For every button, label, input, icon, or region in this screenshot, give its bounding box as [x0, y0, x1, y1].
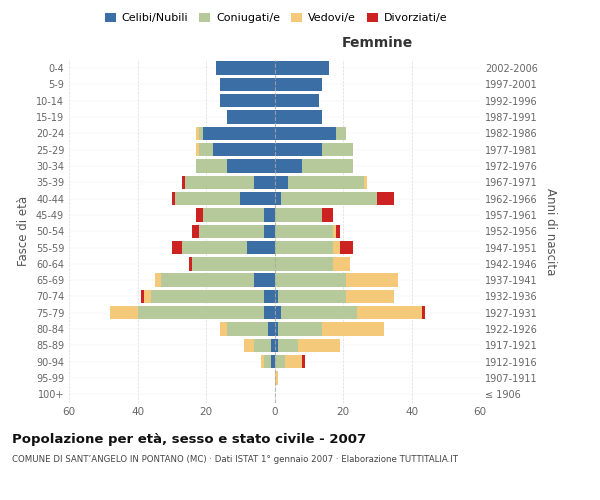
Bar [220, 78, 275, 91]
Bar [336, 126, 346, 140]
Bar [145, 290, 151, 303]
Bar [275, 372, 278, 384]
Bar [155, 274, 161, 287]
Bar [172, 241, 182, 254]
Bar [275, 176, 288, 189]
Bar [264, 208, 275, 222]
Bar [189, 257, 193, 270]
Bar [288, 176, 364, 189]
Bar [227, 322, 268, 336]
Bar [275, 241, 333, 254]
Bar [364, 176, 367, 189]
Bar [275, 94, 319, 108]
Y-axis label: Anni di nascita: Anni di nascita [544, 188, 557, 275]
Bar [175, 192, 240, 205]
Bar [275, 257, 333, 270]
Bar [193, 257, 275, 270]
Bar [278, 290, 346, 303]
Bar [254, 176, 275, 189]
Bar [275, 62, 329, 75]
Bar [275, 160, 302, 172]
Bar [278, 322, 322, 336]
Bar [275, 110, 322, 124]
Bar [275, 224, 333, 238]
Bar [275, 143, 322, 156]
Bar [161, 274, 254, 287]
Bar [275, 192, 281, 205]
Bar [199, 224, 264, 238]
Bar [333, 257, 350, 270]
Bar [346, 290, 394, 303]
Bar [141, 290, 145, 303]
Bar [227, 110, 275, 124]
Bar [377, 192, 394, 205]
Text: Popolazione per età, sesso e stato civile - 2007: Popolazione per età, sesso e stato civil… [12, 432, 366, 446]
Bar [275, 274, 346, 287]
Bar [216, 62, 275, 75]
Bar [298, 338, 340, 352]
Bar [336, 224, 340, 238]
Bar [220, 94, 275, 108]
Bar [302, 160, 353, 172]
Bar [333, 241, 340, 254]
Bar [172, 192, 175, 205]
Bar [247, 241, 275, 254]
Bar [281, 306, 357, 320]
Bar [346, 274, 398, 287]
Bar [268, 322, 275, 336]
Bar [281, 192, 377, 205]
Bar [275, 208, 322, 222]
Bar [264, 290, 275, 303]
Y-axis label: Fasce di età: Fasce di età [17, 196, 30, 266]
Bar [275, 290, 278, 303]
Bar [275, 306, 281, 320]
Bar [196, 208, 203, 222]
Bar [199, 143, 213, 156]
Bar [110, 306, 137, 320]
Bar [275, 78, 322, 91]
Bar [254, 274, 275, 287]
Bar [333, 224, 336, 238]
Bar [264, 224, 275, 238]
Bar [261, 355, 264, 368]
Bar [185, 176, 254, 189]
Text: COMUNE DI SANT’ANGELO IN PONTANO (MC) · Dati ISTAT 1° gennaio 2007 · Elaborazion: COMUNE DI SANT’ANGELO IN PONTANO (MC) · … [12, 455, 458, 464]
Bar [422, 306, 425, 320]
Bar [137, 306, 264, 320]
Bar [322, 322, 384, 336]
Bar [302, 355, 305, 368]
Bar [278, 338, 298, 352]
Bar [275, 322, 278, 336]
Bar [196, 160, 227, 172]
Bar [193, 224, 199, 238]
Bar [285, 355, 302, 368]
Bar [264, 355, 271, 368]
Bar [264, 306, 275, 320]
Bar [271, 338, 275, 352]
Bar [182, 176, 185, 189]
Bar [271, 355, 275, 368]
Text: Femmine: Femmine [341, 36, 413, 50]
Bar [203, 126, 275, 140]
Bar [199, 126, 203, 140]
Bar [196, 126, 199, 140]
Bar [322, 143, 353, 156]
Bar [182, 241, 247, 254]
Bar [275, 355, 285, 368]
Bar [340, 241, 353, 254]
Bar [203, 208, 264, 222]
Bar [213, 143, 275, 156]
Bar [254, 338, 271, 352]
Bar [275, 338, 278, 352]
Bar [151, 290, 264, 303]
Bar [240, 192, 275, 205]
Bar [244, 338, 254, 352]
Bar [196, 143, 199, 156]
Bar [227, 160, 275, 172]
Bar [275, 126, 336, 140]
Bar [356, 306, 422, 320]
Legend: Celibi/Nubili, Coniugati/e, Vedovi/e, Divorziati/e: Celibi/Nubili, Coniugati/e, Vedovi/e, Di… [100, 8, 452, 28]
Bar [220, 322, 227, 336]
Bar [322, 208, 333, 222]
